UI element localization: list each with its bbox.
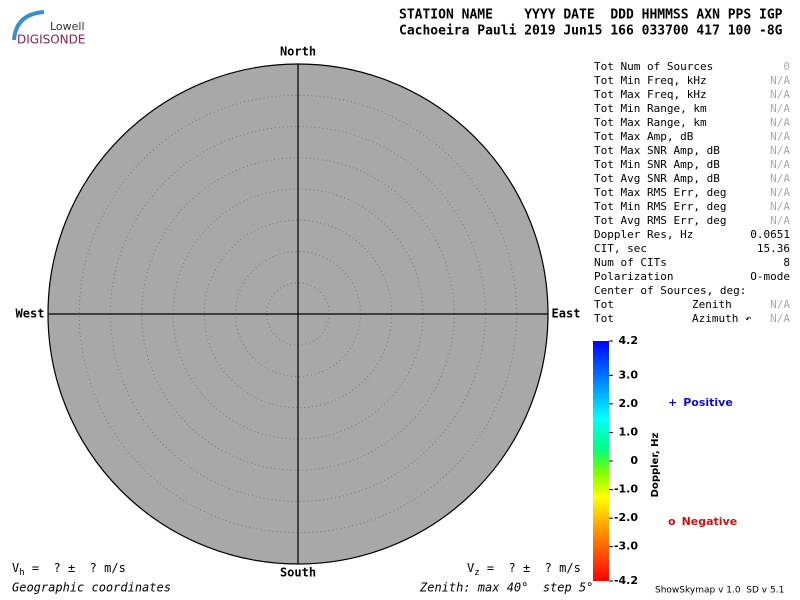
vh-text: Vh = ? ± ? m/s <box>12 561 126 578</box>
stat-value: N/A <box>770 158 790 171</box>
direction-label: North <box>280 45 316 59</box>
stat-value: N/A <box>770 200 790 213</box>
direction-label: West <box>16 307 45 321</box>
stat-label: Tot Max RMS Err, deg <box>594 186 726 199</box>
stat-label: Tot Min Range, km <box>594 102 707 115</box>
colorbar-tick-label: 2.0 <box>619 397 639 410</box>
colorbar-tick-label: 3.0 <box>619 368 639 381</box>
header-line: Cachoeira Pauli 2019 Jun15 166 033700 41… <box>399 24 783 39</box>
stat-value: 15.36 <box>757 242 790 255</box>
stat-value: 0 <box>783 60 790 73</box>
stat-label: Tot <box>594 312 614 325</box>
stat-label: Tot Max Amp, dB <box>594 130 694 143</box>
colorbar-tick-label: -4.2 <box>614 574 638 587</box>
logo-top: Lowell <box>50 20 85 33</box>
header-line: STATION NAME YYYY DATE DDD HHMMSS AXN PP… <box>399 8 783 23</box>
stat-sublabel: Zenith <box>692 298 732 311</box>
stat-label: Tot Min RMS Err, deg <box>594 200 726 213</box>
version-text: ShowSkymap v 1.0 SD v 5.1 <box>655 586 784 596</box>
stat-value: N/A <box>770 88 790 101</box>
stat-value: 0.0651 <box>750 228 790 241</box>
stat-value: N/A <box>770 214 790 227</box>
stat-label: Doppler Res, Hz <box>594 228 693 241</box>
stat-value: N/A <box>770 186 790 199</box>
logo-bottom: DIGISONDE <box>17 33 85 47</box>
legend-symbol: o <box>668 515 676 528</box>
stat-value: N/A <box>770 116 790 129</box>
stat-label: Tot Max Range, km <box>594 116 707 129</box>
coords-text: Geographic coordinates <box>12 581 171 595</box>
stat-label: Tot Max SNR Amp, dB <box>594 144 720 157</box>
colorbar-tick-label: -3.0 <box>614 540 638 553</box>
direction-label: South <box>280 566 316 580</box>
stat-value: N/A <box>770 130 790 143</box>
stat-label: Num of CITs <box>594 256 667 269</box>
logo-swoosh <box>12 10 45 41</box>
stat-value: N/A <box>770 102 790 115</box>
stat-label: Tot Avg SNR Amp, dB <box>594 172 720 185</box>
stat-label: Polarization <box>594 270 673 283</box>
legend-name: Positive <box>683 396 733 409</box>
stat-label: Tot Avg RMS Err, deg <box>594 214 726 227</box>
zenith-text: Zenith: max 40° step 5° <box>419 581 593 595</box>
stat-sublabel: Azimuth ↶ <box>692 312 752 325</box>
stat-label: Tot Min SNR Amp, dB <box>594 158 720 171</box>
legend-name: Negative <box>682 515 738 528</box>
vz-text: Vz = ? ± ? m/s <box>467 561 581 578</box>
stat-value: N/A <box>770 144 790 157</box>
colorbar-tick-label: -1.0 <box>614 483 638 496</box>
colorbar-tick-label: 4.2 <box>619 334 639 347</box>
stat-value: 8 <box>783 256 790 269</box>
colorbar <box>593 341 609 581</box>
colorbar-tick-label: 0 <box>630 454 638 467</box>
stat-value: N/A <box>770 74 790 87</box>
legend-symbol: + <box>668 396 677 409</box>
legend-entry: + Positive <box>668 396 733 409</box>
colorbar-tick-label: -2.0 <box>614 511 638 524</box>
stat-label: CIT, sec <box>594 242 647 255</box>
legend-entry: o Negative <box>668 515 737 528</box>
stat-label: Tot Max Freq, kHz <box>594 88 707 101</box>
colorbar-label: Doppler, Hz <box>650 433 661 498</box>
stat-label: Tot Num of Sources <box>594 60 713 73</box>
stat-value: N/A <box>770 298 790 311</box>
stat-value: N/A <box>770 172 790 185</box>
stat-label: Tot <box>594 298 614 311</box>
stat-value: O-mode <box>750 270 790 283</box>
stat-value: N/A <box>770 312 790 325</box>
direction-label: East <box>552 307 581 321</box>
stat-label: Center of Sources, deg: <box>594 284 746 297</box>
stat-label: Tot Min Freq, kHz <box>594 74 707 87</box>
colorbar-tick-label: 1.0 <box>619 425 639 438</box>
